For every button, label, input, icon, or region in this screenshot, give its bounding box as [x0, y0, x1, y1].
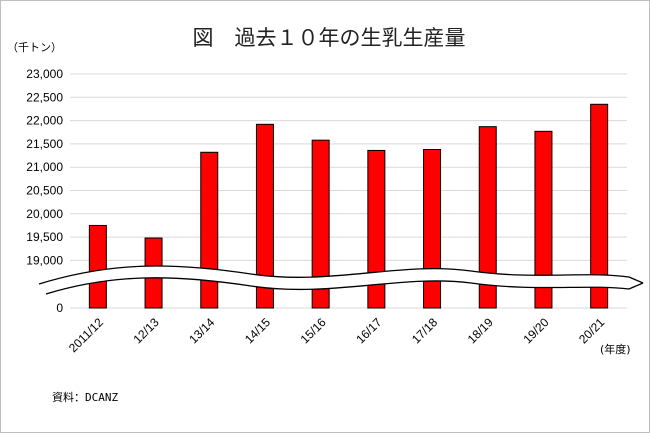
y-tick-label: 22,500: [26, 90, 63, 104]
x-tick-label: 2011/12: [66, 315, 106, 355]
x-tick-label: 18/19: [465, 315, 496, 346]
bar-17-18: [423, 148, 442, 309]
bar-20-21: [590, 103, 609, 309]
x-tick-label: 15/16: [298, 315, 329, 346]
x-axis-unit-label: (年度): [600, 342, 631, 356]
bar-13-14: [200, 151, 219, 309]
y-tick-label: 21,000: [26, 160, 63, 174]
chart-title: 図 過去１０年の生乳生産量: [193, 26, 466, 50]
x-tick-label: 14/15: [242, 315, 273, 346]
y-tick-label: 23,000: [26, 67, 63, 81]
bar-14-15: [255, 123, 274, 309]
x-tick-label: 20/21: [576, 315, 607, 346]
y-tick-label: 22,000: [26, 114, 63, 128]
axis-break-lower-line: [45, 277, 644, 295]
y-axis-unit-label: （千トン）: [7, 41, 62, 54]
y-tick-label: 21,500: [26, 137, 63, 151]
x-tick-label: 19/20: [520, 315, 551, 346]
y-tick-label: 19,500: [26, 230, 63, 244]
bar-2011-12: [88, 224, 107, 309]
axis-break: [38, 265, 644, 295]
y-tick-label: 20,500: [26, 184, 63, 198]
bar-16-17: [367, 149, 386, 309]
x-tick-label: 16/17: [353, 315, 384, 346]
x-tick-label: 17/18: [409, 315, 440, 346]
bar-15-16: [311, 139, 330, 309]
y-tick-label: 20,000: [26, 207, 63, 221]
source-note: 資料：DCANZ: [52, 390, 118, 404]
x-tick-label: 12/13: [131, 315, 162, 346]
y-tick-label: 0: [56, 301, 63, 315]
bar-18-19: [478, 126, 497, 309]
bar-19-20: [534, 130, 553, 309]
axis-break-band: [39, 265, 643, 294]
gridlines: [70, 73, 627, 309]
y-tick-label: 19,000: [26, 253, 63, 267]
axis-break-upper-line: [38, 265, 644, 285]
x-tick-label: 13/14: [186, 315, 217, 346]
